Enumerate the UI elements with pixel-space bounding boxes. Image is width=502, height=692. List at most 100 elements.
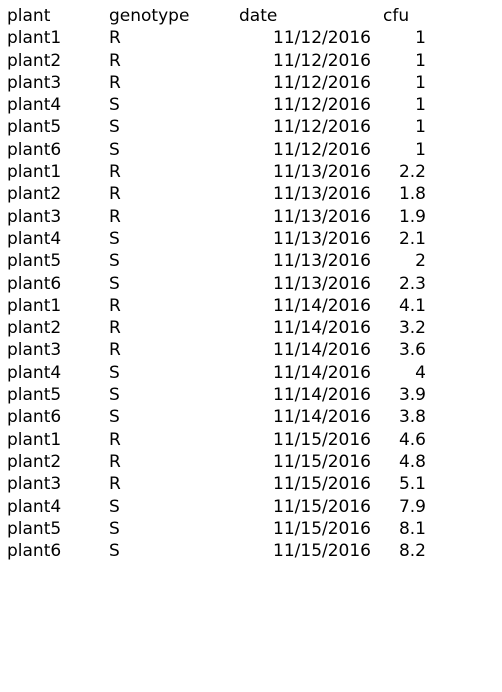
table-row: plant5 S 11/15/2016 8.1 xyxy=(7,518,426,540)
cell-plant: plant4 xyxy=(7,362,62,383)
table-row: plant5 S 11/13/2016 2 xyxy=(7,250,426,272)
cell-cfu: 1.9 xyxy=(398,206,426,227)
cell-plant: plant4 xyxy=(7,496,62,517)
cell-genotype: S xyxy=(109,407,120,428)
cell-plant: plant2 xyxy=(7,50,62,71)
table-row: plant4 S 11/14/2016 4 xyxy=(7,362,426,384)
cell-date: 11/15/2016 xyxy=(273,474,371,495)
cell-cfu: 3.6 xyxy=(398,340,426,361)
cell-plant: plant2 xyxy=(7,318,62,339)
cell-date: 11/12/2016 xyxy=(273,95,371,116)
cell-date: 11/15/2016 xyxy=(273,496,371,517)
cell-genotype: R xyxy=(109,28,121,49)
table-row: plant6 S 11/13/2016 2.3 xyxy=(7,273,426,295)
cell-cfu: 2.3 xyxy=(398,273,426,294)
cell-plant: plant1 xyxy=(7,162,62,183)
cell-genotype: R xyxy=(109,318,121,339)
cell-date: 11/13/2016 xyxy=(273,206,371,227)
cell-plant: plant6 xyxy=(7,273,62,294)
cell-date: 11/15/2016 xyxy=(273,518,371,539)
table-row: plant1 R 11/12/2016 1 xyxy=(7,27,426,49)
cell-genotype: R xyxy=(109,206,121,227)
cell-date: 11/14/2016 xyxy=(273,295,371,316)
cell-plant: plant6 xyxy=(7,139,62,160)
cell-plant: plant4 xyxy=(7,95,62,116)
column-header-genotype: genotype xyxy=(109,6,190,26)
table-row: plant3 R 11/14/2016 3.6 xyxy=(7,339,426,361)
cell-cfu: 8.1 xyxy=(398,518,426,539)
table-row: plant2 R 11/14/2016 3.2 xyxy=(7,317,426,339)
cell-plant: plant6 xyxy=(7,407,62,428)
cell-date: 11/15/2016 xyxy=(273,451,371,472)
cell-plant: plant3 xyxy=(7,340,62,361)
table-row: plant3 R 11/12/2016 1 xyxy=(7,72,426,94)
cell-plant: plant3 xyxy=(7,474,62,495)
cell-cfu: 1 xyxy=(415,50,426,71)
table-row: plant3 R 11/13/2016 1.9 xyxy=(7,206,426,228)
cell-cfu: 4 xyxy=(415,362,426,383)
cell-date: 11/15/2016 xyxy=(273,429,371,450)
cell-plant: plant2 xyxy=(7,184,62,205)
cell-date: 11/14/2016 xyxy=(273,318,371,339)
cell-cfu: 2.1 xyxy=(398,228,426,249)
cell-plant: plant1 xyxy=(7,28,62,49)
cell-date: 11/14/2016 xyxy=(273,340,371,361)
cell-plant: plant1 xyxy=(7,295,62,316)
cell-genotype: S xyxy=(109,518,120,539)
cell-date: 11/12/2016 xyxy=(273,50,371,71)
cell-date: 11/13/2016 xyxy=(273,251,371,272)
column-header-plant: plant xyxy=(7,6,51,26)
cell-cfu: 7.9 xyxy=(398,496,426,517)
cell-genotype: S xyxy=(109,362,120,383)
cell-genotype: R xyxy=(109,451,121,472)
cell-cfu: 5.1 xyxy=(398,474,426,495)
cell-cfu: 4.8 xyxy=(398,451,426,472)
table-row: plant6 S 11/15/2016 8.2 xyxy=(7,540,426,562)
table-row: plant2 R 11/13/2016 1.8 xyxy=(7,183,426,205)
column-header-date: date xyxy=(239,6,278,26)
cell-plant: plant5 xyxy=(7,117,62,138)
cell-date: 11/13/2016 xyxy=(273,162,371,183)
cell-genotype: S xyxy=(109,541,120,562)
cell-genotype: S xyxy=(109,385,120,406)
cell-date: 11/14/2016 xyxy=(273,407,371,428)
cell-cfu: 1 xyxy=(415,117,426,138)
table-row: plant2 R 11/12/2016 1 xyxy=(7,50,426,72)
cell-date: 11/13/2016 xyxy=(273,184,371,205)
table-row: plant2 R 11/15/2016 4.8 xyxy=(7,451,426,473)
cell-cfu: 1 xyxy=(415,72,426,93)
cell-plant: plant3 xyxy=(7,72,62,93)
cell-genotype: R xyxy=(109,184,121,205)
cell-plant: plant1 xyxy=(7,429,62,450)
cell-plant: plant6 xyxy=(7,541,62,562)
cell-plant: plant3 xyxy=(7,206,62,227)
cell-date: 11/12/2016 xyxy=(273,28,371,49)
cell-cfu: 3.2 xyxy=(398,318,426,339)
cell-cfu: 2 xyxy=(415,251,426,272)
cell-genotype: S xyxy=(109,139,120,160)
cell-genotype: S xyxy=(109,251,120,272)
cell-genotype: S xyxy=(109,117,120,138)
cell-cfu: 1 xyxy=(415,139,426,160)
table-row: plant5 S 11/12/2016 1 xyxy=(7,116,426,138)
cell-plant: plant2 xyxy=(7,451,62,472)
cell-genotype: R xyxy=(109,72,121,93)
cell-genotype: S xyxy=(109,95,120,116)
cell-genotype: S xyxy=(109,496,120,517)
cell-plant: plant5 xyxy=(7,385,62,406)
cell-cfu: 4.6 xyxy=(398,429,426,450)
cell-cfu: 2.2 xyxy=(398,162,426,183)
cell-cfu: 3.8 xyxy=(398,407,426,428)
cell-date: 11/12/2016 xyxy=(273,72,371,93)
cell-genotype: R xyxy=(109,295,121,316)
cell-date: 11/15/2016 xyxy=(273,541,371,562)
cell-cfu: 4.1 xyxy=(398,295,426,316)
cell-cfu: 1 xyxy=(415,95,426,116)
cell-plant: plant4 xyxy=(7,228,62,249)
header-row: plant genotype date cfu xyxy=(7,5,426,27)
cell-date: 11/12/2016 xyxy=(273,117,371,138)
cell-genotype: R xyxy=(109,474,121,495)
table-row: plant6 S 11/12/2016 1 xyxy=(7,139,426,161)
cell-date: 11/13/2016 xyxy=(273,273,371,294)
table-row: plant5 S 11/14/2016 3.9 xyxy=(7,384,426,406)
